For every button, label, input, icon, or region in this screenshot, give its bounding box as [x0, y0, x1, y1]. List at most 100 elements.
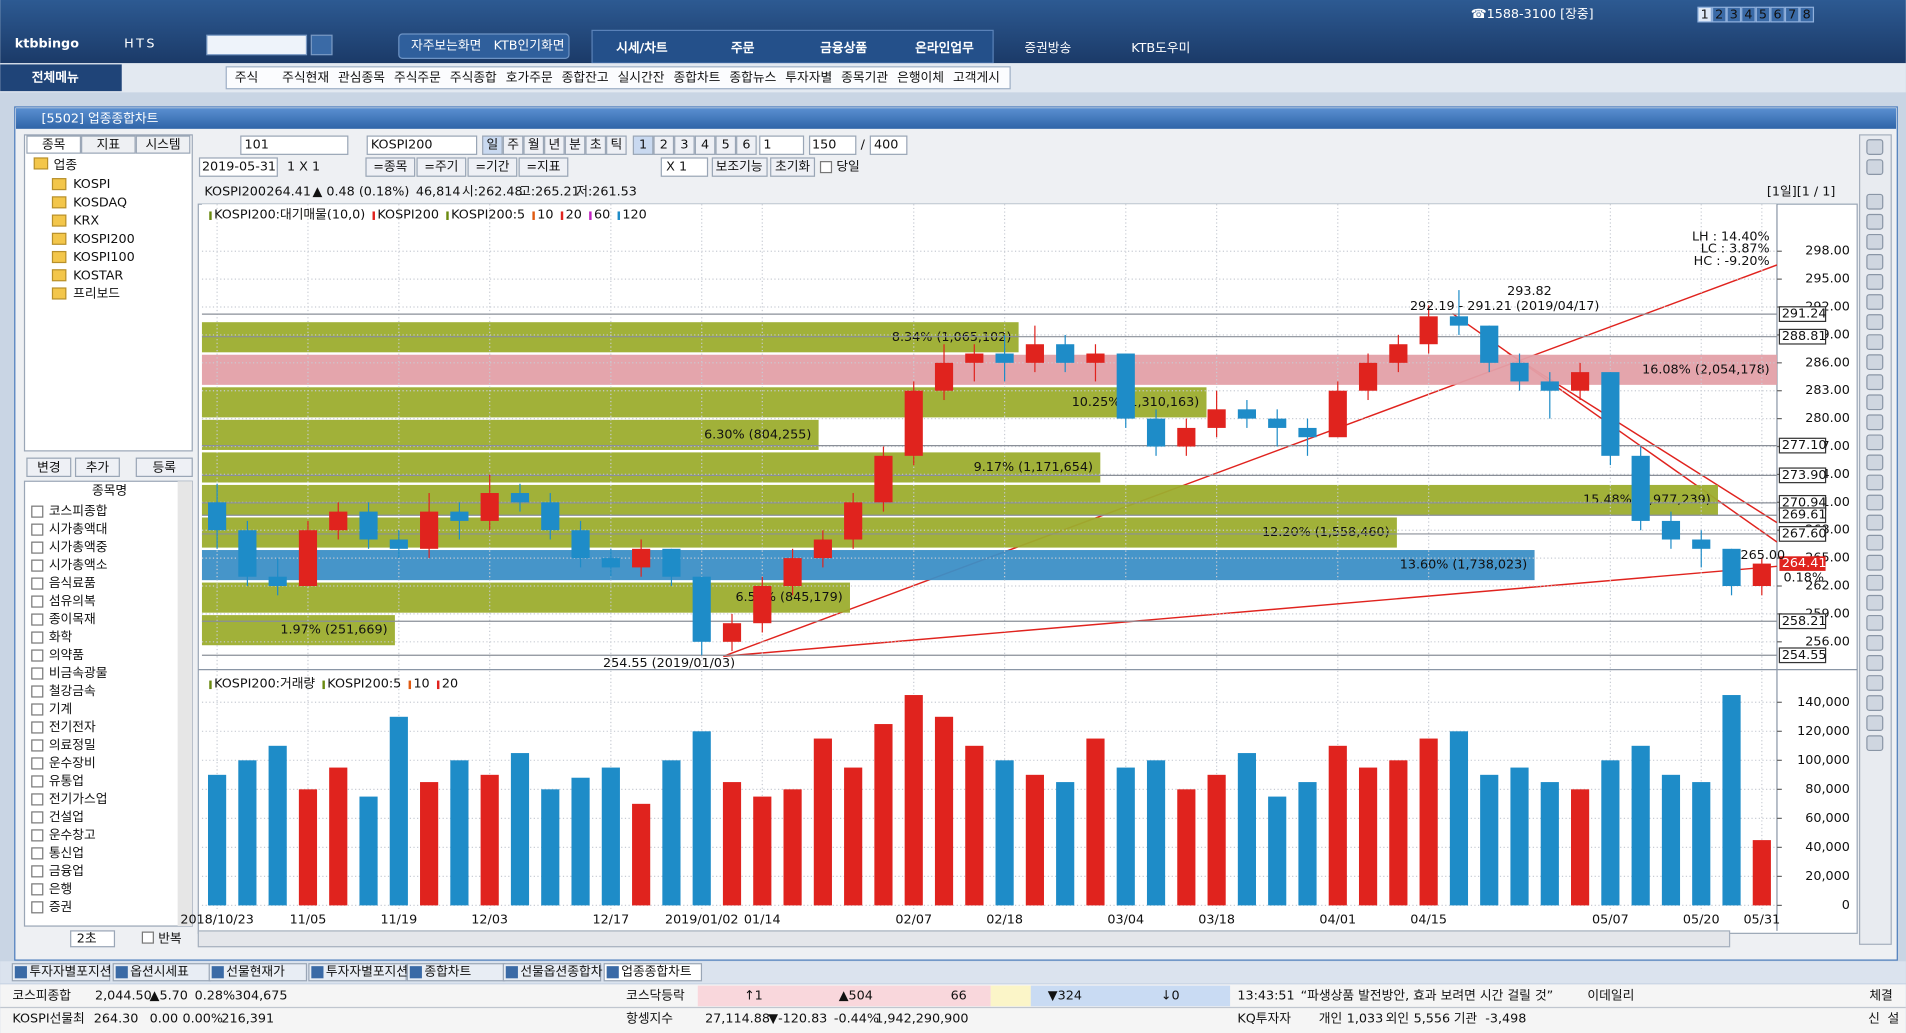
list-item[interactable]: 의료정밀 — [49, 738, 96, 753]
date[interactable]: 2019-05-31 — [202, 160, 276, 175]
screen-button[interactable] — [1755, 6, 1771, 23]
screen-button[interactable] — [1697, 6, 1712, 23]
tree-item[interactable]: KOSPI — [73, 177, 110, 192]
tool-icon[interactable] — [1866, 634, 1884, 651]
total-box[interactable] — [869, 135, 908, 155]
menu-item[interactable]: 주식종합 — [450, 70, 497, 85]
tool-icon[interactable] — [1866, 715, 1884, 731]
tool-icon[interactable] — [1866, 735, 1884, 752]
side-tab-label[interactable]: 시스템 — [145, 138, 180, 153]
tool-icon[interactable] — [1866, 554, 1884, 571]
side-button[interactable] — [135, 457, 193, 478]
list-item[interactable]: 시가총액대 — [49, 522, 108, 537]
task-button[interactable] — [208, 963, 308, 982]
tool-icon[interactable] — [1866, 614, 1884, 631]
tool-icon[interactable] — [1866, 374, 1884, 391]
task-label[interactable]: 선물현재가 — [226, 965, 285, 980]
code-box[interactable] — [240, 135, 349, 155]
tree-item[interactable]: KOSDAQ — [73, 195, 127, 210]
num[interactable]: 2 — [660, 138, 668, 153]
tool-button[interactable] — [416, 157, 467, 177]
all-menu-button[interactable] — [0, 64, 122, 92]
num-button[interactable] — [715, 135, 737, 155]
checkbox[interactable] — [31, 865, 44, 878]
screen-button[interactable] — [1770, 6, 1785, 23]
list-item[interactable]: 전기가스업 — [49, 792, 108, 807]
tool-icon[interactable] — [1866, 274, 1884, 290]
period-button[interactable] — [482, 135, 503, 155]
checkbox[interactable] — [31, 649, 44, 662]
list-item[interactable]: 전기전자 — [49, 720, 96, 735]
tool-icon[interactable] — [1866, 574, 1884, 591]
list-item[interactable]: 증권 — [49, 900, 72, 915]
menu-item[interactable]: 종목기관 — [841, 70, 888, 85]
header-link[interactable]: KTB도우미 — [1131, 41, 1190, 56]
tool-icon[interactable] — [1866, 534, 1884, 551]
task-button[interactable] — [308, 963, 407, 982]
tool-icon[interactable] — [1866, 514, 1884, 531]
screen-number[interactable]: 4 — [1744, 8, 1752, 23]
menu-item[interactable]: 종합뉴스 — [729, 70, 776, 85]
tree-item[interactable]: KOSPI100 — [73, 250, 135, 265]
tool-button[interactable] — [467, 157, 518, 177]
name[interactable]: KOSPI200 — [371, 138, 433, 153]
checkbox[interactable] — [31, 685, 44, 698]
list-item[interactable]: 섬유의복 — [49, 594, 96, 609]
repeat[interactable]: 반복 — [158, 931, 182, 946]
checkbox[interactable] — [31, 811, 44, 824]
num[interactable]: 6 — [742, 138, 750, 153]
side-button[interactable] — [26, 457, 72, 478]
tool[interactable]: =종목 — [373, 160, 407, 175]
list-item[interactable]: 시가총액소 — [49, 558, 108, 573]
tool-icon[interactable] — [1866, 354, 1884, 371]
checkbox[interactable] — [31, 631, 44, 644]
checkbox[interactable] — [31, 739, 44, 752]
num-button[interactable] — [736, 135, 757, 155]
task-button[interactable] — [11, 963, 111, 982]
checkbox[interactable] — [31, 847, 44, 860]
aux-button[interactable] — [711, 157, 768, 177]
period[interactable]: 월 — [528, 138, 540, 153]
search-button[interactable] — [310, 34, 333, 56]
menu-item[interactable]: 주식주문 — [394, 70, 441, 85]
task-label[interactable]: 투자자별포지션 — [29, 965, 111, 980]
num[interactable]: 5 — [722, 138, 730, 153]
list-item[interactable]: 종이목재 — [49, 612, 96, 627]
side-tab-label[interactable]: 종목 — [42, 138, 66, 153]
total[interactable]: 400 — [874, 138, 898, 153]
tool-button[interactable] — [518, 157, 569, 177]
checkbox[interactable] — [31, 883, 44, 896]
period[interactable]: 틱 — [610, 138, 622, 153]
tool-icon[interactable] — [1866, 494, 1884, 511]
screen-number[interactable]: 2 — [1715, 8, 1723, 23]
side-button-label[interactable]: 변경 — [37, 460, 60, 475]
tool-icon[interactable] — [1866, 695, 1884, 711]
side-button-label[interactable]: 등록 — [153, 460, 177, 475]
screen-number[interactable]: 8 — [1803, 8, 1811, 23]
tool-icon[interactable] — [1866, 334, 1884, 351]
interval[interactable]: 2초 — [77, 931, 97, 946]
tool-icon[interactable] — [1866, 193, 1884, 210]
tool-icon[interactable] — [1866, 314, 1884, 330]
checkbox[interactable] — [31, 901, 44, 914]
list-item[interactable]: 의약품 — [49, 648, 84, 663]
zoom[interactable]: X 1 — [666, 160, 687, 175]
search-box[interactable] — [206, 34, 308, 56]
menu-item[interactable]: 관심종목 — [338, 70, 385, 85]
status-text[interactable]: 신 — [1868, 1012, 1880, 1027]
side-button-label[interactable]: 추가 — [86, 460, 110, 475]
list-item[interactable]: 통신업 — [49, 846, 84, 861]
screen-number[interactable]: 5 — [1759, 8, 1767, 23]
task-button[interactable] — [502, 963, 602, 982]
side-tab-label[interactable]: 지표 — [97, 138, 121, 153]
tree-item[interactable]: KRX — [73, 214, 99, 229]
screen-button[interactable] — [1711, 6, 1727, 23]
checkbox[interactable] — [31, 523, 44, 536]
list-item[interactable]: 운수창고 — [49, 828, 96, 843]
reset[interactable]: 초기화 — [775, 160, 810, 175]
task-label[interactable]: 옵션시세표 — [130, 965, 189, 980]
checkbox[interactable] — [31, 793, 44, 806]
main-tab[interactable]: 주문 — [731, 41, 755, 56]
num-button[interactable] — [653, 135, 675, 155]
tool-icon[interactable] — [1866, 414, 1884, 431]
